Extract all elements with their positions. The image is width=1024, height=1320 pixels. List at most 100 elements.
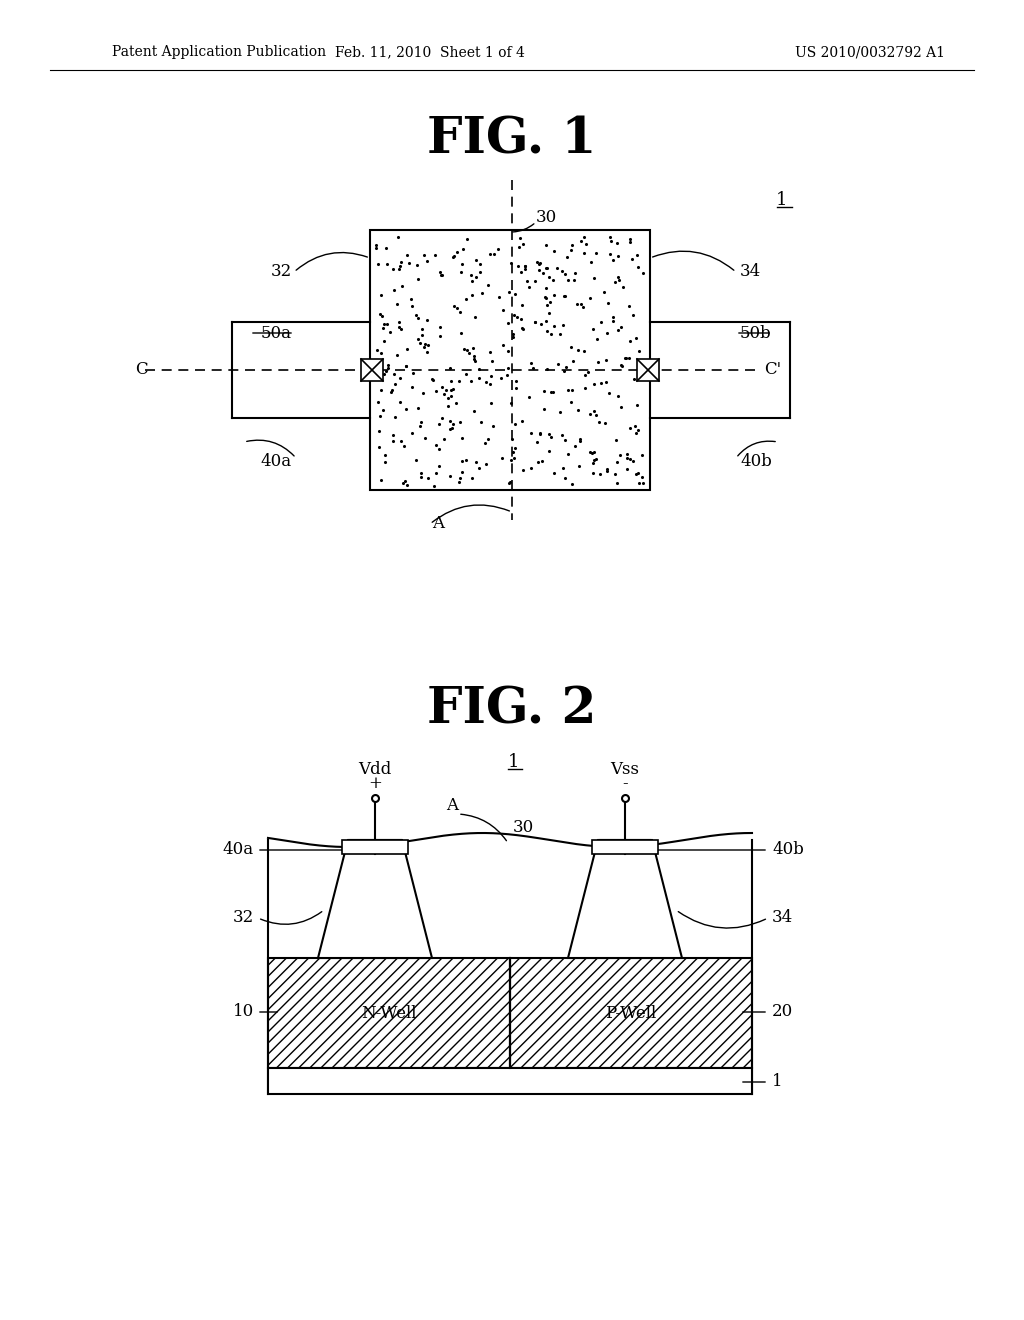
Point: [537, 286, 553, 308]
Point: [612, 355, 629, 376]
Point: [539, 359, 555, 380]
Point: [458, 449, 474, 470]
Point: [523, 458, 540, 479]
Point: [376, 364, 392, 385]
Text: A: A: [446, 797, 458, 814]
Point: [503, 253, 519, 275]
Point: [538, 310, 554, 331]
Point: [513, 294, 529, 315]
Point: [442, 358, 459, 379]
Point: [634, 445, 650, 466]
Point: [459, 228, 475, 249]
Point: [428, 434, 444, 455]
Point: [383, 381, 399, 403]
Point: [635, 473, 651, 494]
Text: FIG. 2: FIG. 2: [427, 685, 597, 734]
Point: [515, 459, 531, 480]
Point: [404, 296, 421, 317]
Point: [628, 463, 644, 484]
Point: [416, 383, 432, 404]
Bar: [361, 359, 383, 381]
Point: [416, 244, 432, 265]
Point: [432, 317, 449, 338]
Text: 1: 1: [772, 1073, 782, 1090]
Point: [387, 407, 403, 428]
Point: [455, 450, 471, 471]
Point: [420, 335, 436, 356]
Point: [428, 463, 444, 484]
Point: [373, 285, 389, 306]
Point: [635, 263, 651, 284]
Point: [550, 352, 566, 374]
Point: [385, 430, 401, 451]
Point: [555, 458, 571, 479]
Point: [445, 246, 462, 267]
Point: [542, 441, 558, 462]
Point: [505, 441, 521, 462]
Point: [583, 252, 599, 273]
Text: 32: 32: [232, 909, 254, 927]
Point: [419, 251, 435, 272]
Point: [493, 367, 509, 388]
Point: [477, 433, 494, 454]
Point: [564, 235, 581, 256]
Point: [445, 247, 462, 268]
Point: [473, 412, 489, 433]
Point: [387, 374, 403, 395]
Point: [626, 368, 642, 389]
Point: [539, 257, 555, 279]
Text: Patent Application Publication: Patent Application Publication: [112, 45, 326, 59]
Point: [449, 242, 465, 263]
Bar: [370, 230, 650, 490]
Point: [503, 392, 519, 413]
Point: [510, 256, 526, 277]
Point: [468, 451, 484, 473]
Point: [377, 445, 393, 466]
Point: [409, 304, 425, 325]
Bar: [342, 840, 408, 854]
Point: [554, 260, 570, 281]
Point: [506, 447, 522, 469]
Point: [604, 310, 621, 331]
Point: [532, 424, 549, 445]
Point: [495, 334, 511, 355]
Point: [517, 256, 534, 277]
Point: [571, 430, 588, 451]
Point: [514, 318, 530, 339]
Point: [531, 252, 548, 273]
Point: [614, 355, 631, 376]
Point: [368, 235, 384, 256]
Point: [563, 239, 580, 260]
Point: [382, 322, 398, 343]
Point: [631, 473, 647, 494]
Point: [480, 275, 497, 296]
Point: [471, 457, 487, 478]
Point: [378, 360, 394, 381]
Point: [466, 346, 482, 367]
Point: [508, 378, 524, 399]
Point: [586, 400, 602, 421]
Point: [432, 325, 449, 346]
Point: [590, 351, 606, 372]
Point: [545, 269, 561, 290]
Point: [451, 473, 467, 494]
Point: [453, 322, 469, 343]
Point: [621, 294, 637, 315]
Bar: [268, 1068, 752, 1094]
Point: [618, 444, 635, 465]
Point: [598, 348, 614, 370]
Point: [410, 397, 426, 418]
Point: [507, 284, 523, 305]
Point: [445, 413, 462, 434]
Point: [518, 271, 535, 292]
Point: [391, 259, 408, 280]
Point: [436, 383, 453, 404]
Bar: [268, 958, 510, 1068]
Point: [471, 367, 487, 388]
Point: [555, 360, 571, 381]
Point: [483, 393, 500, 414]
Point: [570, 339, 587, 360]
Point: [380, 355, 396, 376]
Point: [376, 330, 392, 351]
Point: [412, 333, 428, 354]
